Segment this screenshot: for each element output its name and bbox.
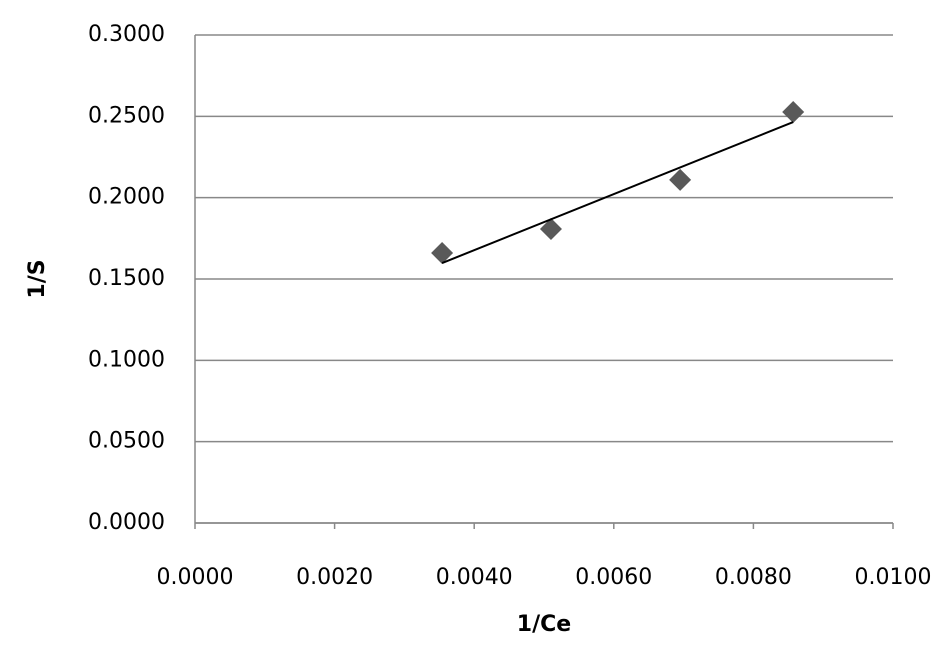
- data-point: [539, 218, 562, 241]
- y-tick-label: 0.0500: [88, 429, 165, 454]
- y-tick-label: 0.0000: [88, 510, 165, 535]
- y-tick-label: 0.2000: [88, 185, 165, 210]
- trendline: [441, 121, 794, 264]
- y-tick-label: 0.1500: [88, 266, 165, 291]
- y-tick-label: 0.2500: [88, 103, 165, 128]
- x-tick-label: 0.0000: [157, 565, 234, 590]
- x-tick-label: 0.0040: [436, 565, 513, 590]
- x-tick-label: 0.0060: [575, 565, 652, 590]
- x-axis-title: 1/Ce: [517, 612, 571, 637]
- x-tick-label: 0.0020: [296, 565, 373, 590]
- x-tick-label: 0.0100: [855, 565, 932, 590]
- x-tick-label: 0.0080: [715, 565, 792, 590]
- data-point: [782, 100, 805, 123]
- y-tick-label: 0.3000: [88, 22, 165, 47]
- y-tick-label: 0.1000: [88, 347, 165, 372]
- data-point: [669, 168, 692, 191]
- data-point: [431, 241, 454, 264]
- y-axis-title: 1/S: [25, 259, 50, 298]
